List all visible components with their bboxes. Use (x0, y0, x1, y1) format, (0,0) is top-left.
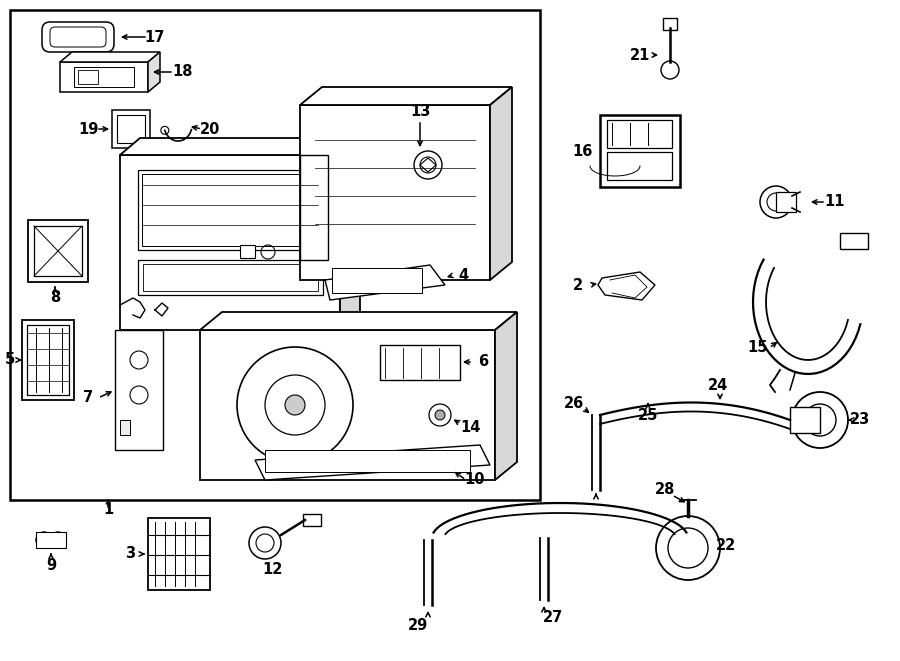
Bar (840, 233, 868, 249)
Polygon shape (60, 62, 148, 92)
Text: 29: 29 (408, 617, 428, 633)
Bar (138, 170, 323, 250)
Polygon shape (607, 120, 672, 148)
Text: 10: 10 (464, 473, 485, 488)
Polygon shape (300, 87, 512, 105)
Text: 11: 11 (824, 194, 845, 210)
Text: 6: 6 (478, 354, 488, 369)
Text: 23: 23 (850, 412, 870, 428)
Bar (34, 226, 82, 276)
Polygon shape (420, 158, 436, 172)
Text: 21: 21 (630, 48, 650, 63)
Bar (380, 345, 460, 380)
Text: 4: 4 (458, 268, 468, 282)
Bar (300, 155, 328, 260)
Bar (265, 450, 470, 472)
Text: 22: 22 (716, 537, 736, 553)
Polygon shape (120, 155, 340, 330)
Bar (117, 115, 145, 143)
Text: 5: 5 (4, 352, 15, 368)
Text: 9: 9 (46, 557, 56, 572)
Polygon shape (598, 272, 655, 300)
Polygon shape (240, 245, 255, 258)
Polygon shape (607, 152, 672, 180)
Bar (142, 174, 319, 246)
Text: 24: 24 (708, 377, 728, 393)
Circle shape (435, 410, 445, 420)
Text: 17: 17 (145, 30, 166, 44)
Text: 28: 28 (655, 483, 675, 498)
Polygon shape (325, 265, 445, 300)
Bar (74, 67, 134, 87)
Text: 12: 12 (262, 563, 283, 578)
Bar (120, 420, 130, 435)
Bar (115, 330, 163, 450)
Bar (10, 10, 540, 500)
Bar (112, 110, 150, 148)
Bar (36, 532, 66, 548)
Text: 2: 2 (573, 278, 583, 293)
Polygon shape (495, 312, 517, 480)
Text: 1: 1 (103, 502, 113, 518)
Polygon shape (60, 52, 160, 62)
Bar (143, 264, 318, 291)
Text: 25: 25 (638, 407, 658, 422)
Text: 14: 14 (460, 420, 481, 434)
Text: 3: 3 (125, 547, 135, 561)
Bar (332, 268, 422, 293)
Text: 15: 15 (748, 340, 769, 356)
Text: 18: 18 (173, 65, 194, 79)
Text: 20: 20 (200, 122, 220, 137)
Bar (663, 18, 677, 30)
Polygon shape (340, 138, 360, 330)
Circle shape (285, 395, 305, 415)
Text: 16: 16 (572, 143, 593, 159)
Text: 19: 19 (77, 122, 98, 137)
Polygon shape (120, 138, 360, 155)
Polygon shape (148, 52, 160, 92)
Polygon shape (200, 312, 517, 330)
Bar (776, 192, 796, 212)
Bar (28, 220, 88, 282)
Bar (600, 115, 680, 187)
Bar (200, 330, 495, 480)
Bar (138, 260, 323, 295)
Text: 26: 26 (564, 395, 584, 410)
Bar (22, 320, 74, 400)
Text: 7: 7 (83, 391, 93, 405)
Polygon shape (255, 445, 490, 480)
Bar (300, 105, 490, 280)
Bar (78, 70, 98, 84)
Bar (148, 518, 210, 590)
Bar (790, 407, 820, 433)
Bar (303, 514, 321, 526)
Text: 27: 27 (543, 609, 563, 625)
Text: 13: 13 (410, 104, 430, 120)
Bar (27, 325, 69, 395)
Polygon shape (490, 87, 512, 280)
Text: 8: 8 (50, 290, 60, 305)
